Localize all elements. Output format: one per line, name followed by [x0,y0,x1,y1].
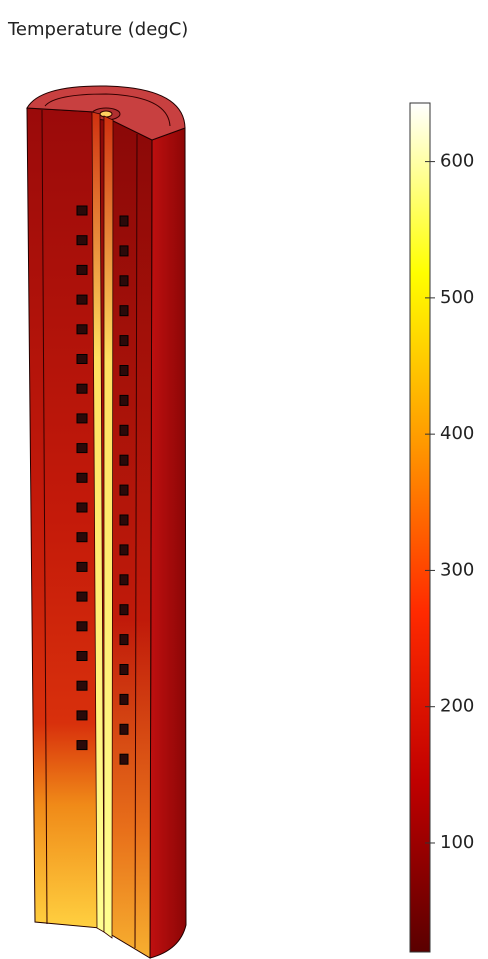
tick-label: 300 [440,559,474,580]
hole [120,545,128,555]
hole [120,575,128,585]
hole [120,336,128,346]
tick-label: 600 [440,151,474,172]
tick-label: 400 [440,423,474,444]
colorbar [410,103,430,952]
hole [77,711,87,720]
hole [120,724,128,734]
hole [120,216,128,226]
hole [77,236,87,245]
hole [77,414,87,423]
tick-label: 500 [440,287,474,308]
hole [77,562,87,571]
hole [120,515,128,525]
chart: Temperature (degC) 100 200 300 400 500 600 [0,0,488,959]
page: Temperature (degC) 100200300400500600 ((… [0,0,488,959]
hole [77,206,87,215]
hole [77,473,87,482]
hole [120,395,128,405]
hole [77,503,87,512]
hole [77,295,87,304]
hole [77,741,87,750]
tick-label: 200 [440,696,474,717]
hole [77,681,87,690]
hole [77,533,87,542]
hole [120,455,128,465]
hole [77,265,87,274]
hole [77,355,87,364]
hole [77,384,87,393]
hole [77,444,87,453]
hole [77,592,87,601]
hole [120,754,128,764]
tick-label: 100 [440,832,474,853]
hole [120,635,128,645]
hole [120,694,128,704]
hole [120,276,128,286]
hole [120,485,128,495]
chart-title: Temperature (degC) [7,19,188,40]
hole [77,652,87,661]
hole [120,425,128,435]
model [27,86,186,958]
hole [120,366,128,376]
hole [120,665,128,675]
hole [120,306,128,316]
hole [120,246,128,256]
hole [120,605,128,615]
hole [77,622,87,631]
hole [77,325,87,334]
